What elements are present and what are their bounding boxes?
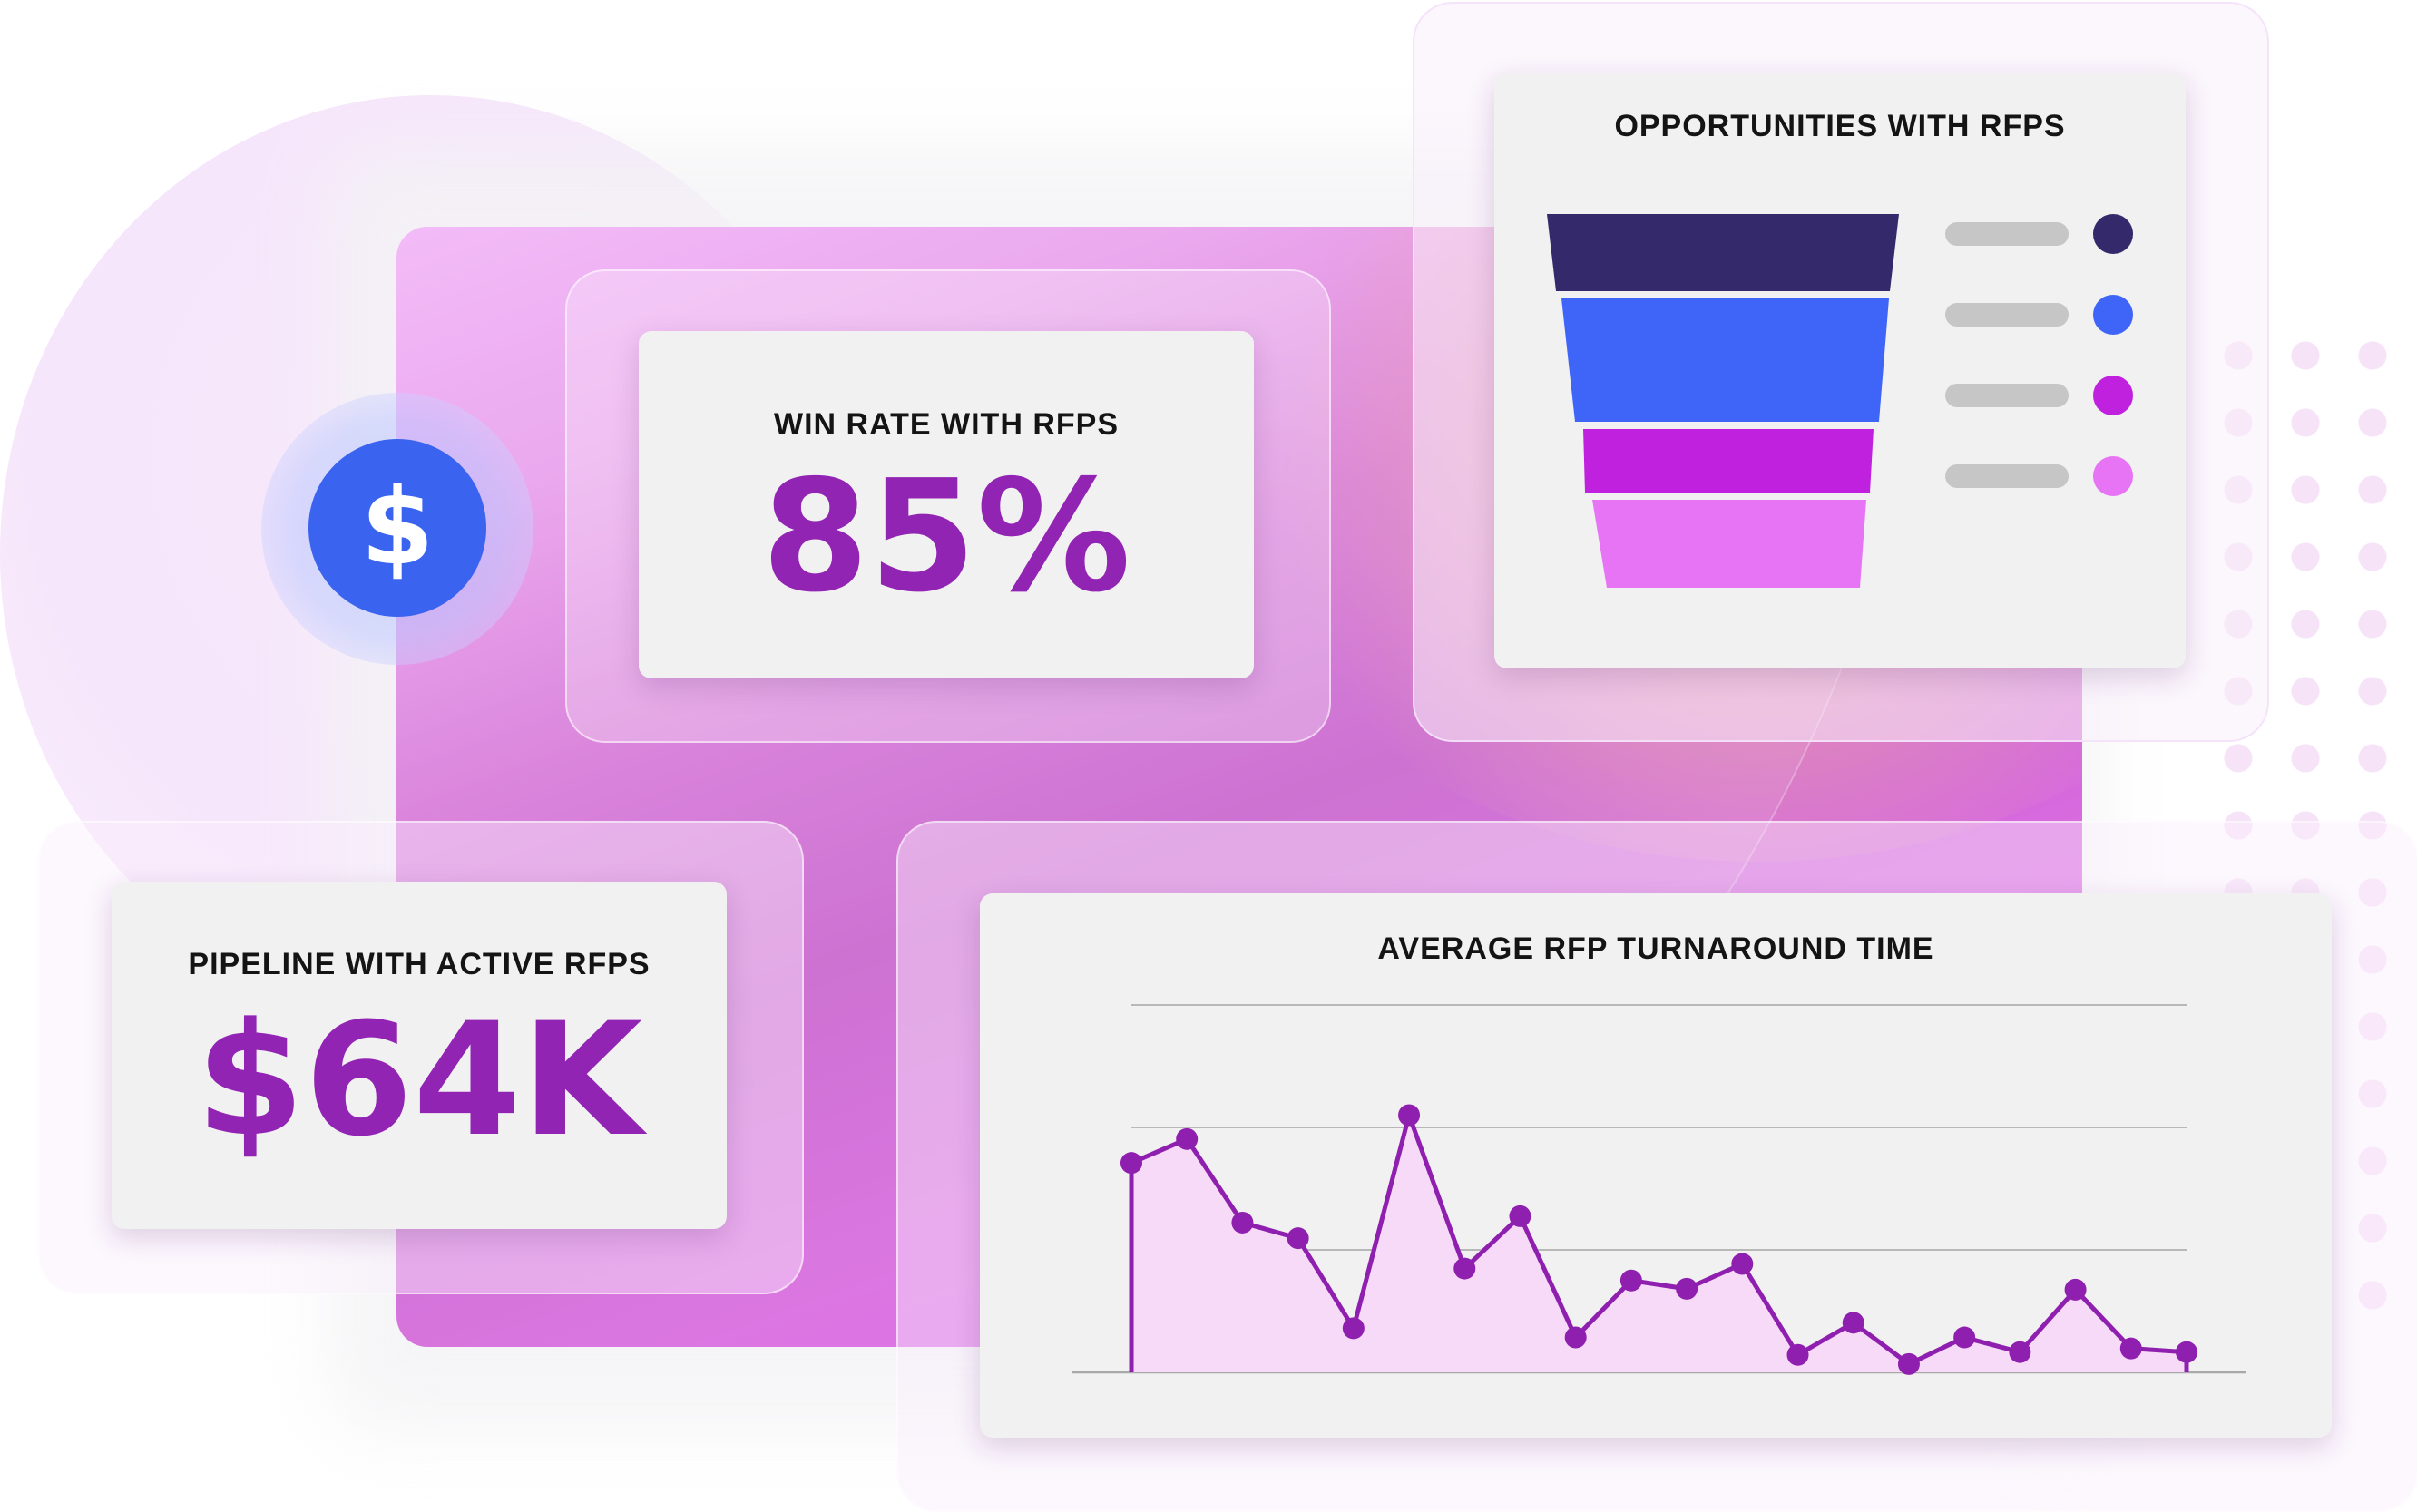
data-point [1953, 1326, 1976, 1349]
funnel-segment-4 [1592, 500, 1866, 588]
data-point [1509, 1205, 1531, 1227]
dollar-icon: $ [308, 439, 486, 617]
data-point [1398, 1104, 1421, 1127]
data-point [1786, 1343, 1809, 1366]
series-area [1131, 1115, 2187, 1372]
legend-dot-3 [2093, 376, 2133, 415]
data-point [1564, 1326, 1587, 1349]
data-point [1676, 1277, 1698, 1300]
data-point [1342, 1317, 1365, 1340]
data-point [1453, 1257, 1476, 1280]
pipeline-card: PIPELINE WITH ACTIVE RFPS $64K [112, 882, 727, 1229]
funnel-segment-2 [1561, 298, 1889, 422]
win-rate-value: 85% [761, 447, 1131, 627]
legend-bar-4 [1945, 464, 2069, 488]
legend-dot-2 [2093, 295, 2133, 335]
legend-bar-2 [1945, 303, 2069, 327]
data-point [1120, 1152, 1142, 1175]
pipeline-title: PIPELINE WITH ACTIVE RFPS [188, 947, 651, 981]
win-rate-title: WIN RATE WITH RFPS [774, 407, 1119, 442]
data-point [2009, 1341, 2031, 1363]
data-point [1231, 1211, 1254, 1234]
legend-bar-1 [1945, 222, 2069, 246]
win-rate-card: WIN RATE WITH RFPS 85% [639, 331, 1254, 678]
data-point [1287, 1227, 1309, 1250]
opportunities-title: OPPORTUNITIES WITH RFPS [1614, 109, 2066, 143]
funnel-chart [1547, 214, 1899, 588]
data-point [1842, 1312, 1864, 1334]
legend-dot-4 [2093, 456, 2133, 496]
data-point [1619, 1269, 1642, 1292]
legend-dot-1 [2093, 214, 2133, 254]
turnaround-card: AVERAGE RFP TURNAROUND TIME [980, 893, 2332, 1438]
data-point [2176, 1341, 2197, 1363]
data-point [2064, 1278, 2087, 1301]
data-point [1731, 1253, 1754, 1275]
data-point [2119, 1337, 2142, 1360]
turnaround-chart [1072, 1004, 2246, 1375]
opportunities-card: OPPORTUNITIES WITH RFPS [1494, 73, 2186, 668]
data-point [1176, 1127, 1199, 1150]
turnaround-title: AVERAGE RFP TURNAROUND TIME [1377, 932, 1934, 966]
data-point [1897, 1352, 1920, 1375]
funnel-segment-1 [1547, 214, 1899, 291]
funnel-segment-3 [1583, 429, 1874, 493]
legend-bar-3 [1945, 384, 2069, 407]
pipeline-value: $64K [195, 989, 643, 1171]
